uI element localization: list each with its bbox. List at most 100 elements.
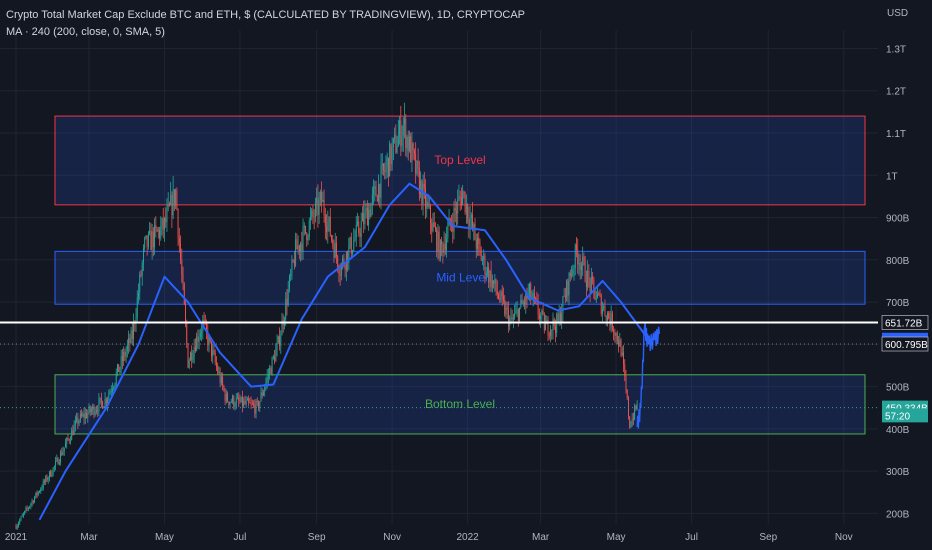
candle-body <box>71 430 73 441</box>
candle-body <box>467 204 469 219</box>
candle-body <box>244 401 246 404</box>
candle-body <box>183 283 185 305</box>
candle-body <box>60 452 61 463</box>
candle-body <box>371 194 373 205</box>
candle-body <box>130 330 132 344</box>
candle-body <box>567 280 569 296</box>
candle-body <box>380 166 382 198</box>
candle-body <box>578 262 580 265</box>
candle-body <box>630 425 632 428</box>
candle-body <box>213 349 215 354</box>
candle-body <box>115 372 117 384</box>
candle-body <box>423 183 425 189</box>
candle-body <box>619 339 621 347</box>
candle-body <box>276 342 278 350</box>
candle-body <box>181 259 183 275</box>
candle-body <box>387 157 389 177</box>
candle-body <box>175 190 177 205</box>
candle-body <box>474 224 476 240</box>
candle-body <box>192 356 194 361</box>
candle-body <box>564 295 566 298</box>
candle-body <box>392 138 394 147</box>
candle-body <box>427 201 429 207</box>
candle-body <box>144 237 146 249</box>
candle-body <box>338 267 340 275</box>
zone-box[interactable] <box>54 374 866 435</box>
candle-body <box>409 136 410 151</box>
candle-body <box>526 292 528 299</box>
candle-body <box>604 305 606 316</box>
candle-body <box>25 508 27 511</box>
candle-body <box>378 184 379 202</box>
candle-body <box>486 267 488 274</box>
candle-body <box>406 136 408 149</box>
candle-body <box>417 160 419 169</box>
candle-body <box>602 308 603 314</box>
zone-label: Bottom Level <box>425 397 495 411</box>
candle-body <box>444 243 446 250</box>
candle-body <box>209 337 211 342</box>
candle-body <box>46 476 48 481</box>
candle-body <box>350 237 352 254</box>
candle-body <box>178 237 180 244</box>
candle-body <box>218 372 220 374</box>
candle-body <box>251 403 253 405</box>
candle-body <box>571 275 572 277</box>
candle-body <box>287 288 289 306</box>
candle-body <box>321 192 323 203</box>
candle-body <box>66 438 68 444</box>
candle-body <box>117 364 118 373</box>
candle-body <box>389 143 391 177</box>
candle-body <box>395 134 397 153</box>
candle-body <box>331 235 332 239</box>
candle-body <box>593 279 595 289</box>
candle-body <box>301 243 303 252</box>
candle-body <box>113 386 115 390</box>
candle-body <box>19 520 21 524</box>
time-tick: Mar <box>532 532 550 543</box>
candle-body <box>206 322 207 332</box>
candle-body <box>57 458 59 465</box>
candle-body <box>430 205 431 224</box>
candle-body <box>288 276 290 289</box>
candle-body <box>569 272 571 277</box>
candle-body <box>505 307 507 315</box>
candle-body <box>37 491 39 495</box>
candle-body <box>27 507 29 509</box>
candle-body <box>361 213 363 222</box>
candle-body <box>212 349 214 357</box>
candle-body <box>632 418 634 420</box>
zone-box[interactable] <box>54 250 866 305</box>
candle-body <box>381 163 383 167</box>
candle-body <box>36 492 38 495</box>
candle-body <box>437 231 439 252</box>
candle-body <box>592 276 594 280</box>
candle-body <box>305 225 306 233</box>
candle-body <box>327 221 329 232</box>
candle-body <box>254 404 256 414</box>
candle-body <box>324 215 326 227</box>
candle-body <box>65 443 66 448</box>
candle-body <box>256 401 258 403</box>
candle-body <box>168 203 170 206</box>
candle-body <box>545 323 547 331</box>
candle-body <box>405 118 407 149</box>
candle-body <box>123 351 125 362</box>
candle-body <box>613 329 615 333</box>
time-tick: Mar <box>80 532 98 543</box>
candle-body <box>211 341 212 357</box>
candle-body <box>340 264 342 276</box>
candle-body <box>580 265 582 270</box>
zone-box[interactable] <box>54 115 866 206</box>
candle-body <box>420 180 422 195</box>
candle-body <box>506 307 508 310</box>
candle-body <box>515 310 517 314</box>
candle-body <box>411 143 413 162</box>
candle-body <box>442 244 444 254</box>
candle-body <box>165 218 167 223</box>
time-tick: 2022 <box>456 532 479 543</box>
candle-body <box>323 199 325 216</box>
candle-body <box>600 295 602 314</box>
candle-body <box>124 351 126 357</box>
